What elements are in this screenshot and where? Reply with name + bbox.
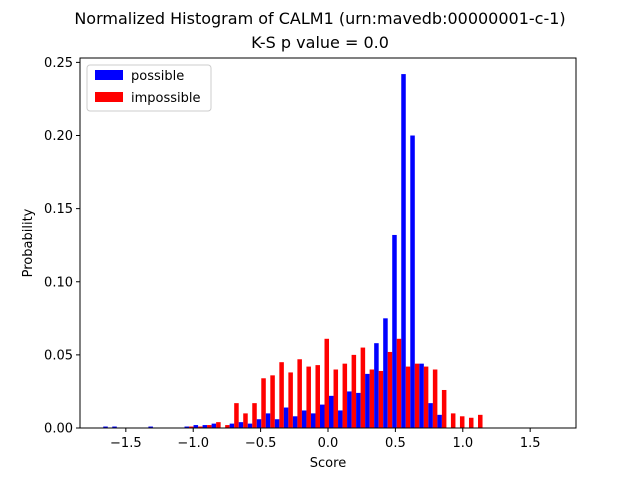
bar-possible: [184, 426, 190, 428]
bar-possible: [347, 391, 352, 428]
bar-impossible: [297, 359, 302, 428]
x-tick-label: −1.0: [177, 436, 209, 451]
bar-impossible: [270, 375, 275, 428]
bar-impossible: [198, 426, 203, 428]
bar-possible: [274, 419, 280, 428]
bar-impossible: [478, 414, 483, 428]
bar-impossible: [288, 372, 293, 428]
bar-impossible: [279, 362, 284, 428]
bar-possible: [338, 410, 343, 428]
chart-subtitle: K-S p value = 0.0: [251, 33, 389, 52]
bar-impossible: [360, 347, 366, 428]
bar-impossible: [378, 370, 384, 428]
bar-possible: [193, 425, 199, 428]
y-axis-label: Probability: [21, 208, 36, 277]
x-tick-label: 1.5: [520, 436, 541, 451]
bar-possible: [103, 426, 108, 428]
y-tick-label: 0.10: [44, 275, 73, 290]
x-axis-label: Score: [310, 456, 346, 471]
bar-impossible: [189, 426, 194, 428]
x-tick-label: 0.5: [385, 436, 406, 451]
bar-possible: [238, 422, 244, 428]
bar-impossible: [396, 338, 402, 428]
bar-possible: [410, 135, 415, 428]
bar-impossible: [342, 363, 348, 428]
bar-impossible: [225, 425, 230, 428]
bar-impossible: [423, 366, 429, 428]
bar-impossible: [387, 351, 393, 428]
x-tick-label: −1.5: [110, 436, 142, 451]
y-tick-label: 0.05: [44, 348, 73, 363]
bar-possible: [419, 363, 424, 428]
plot-frame: [79, 57, 577, 429]
y-tick-label: 0.15: [44, 202, 73, 217]
bar-impossible: [468, 417, 474, 428]
x-tick-label: 1.0: [452, 436, 473, 451]
bar-possible: [310, 413, 316, 428]
y-tick-label: 0.00: [44, 422, 73, 437]
bar-possible: [229, 423, 235, 428]
bar-impossible: [441, 389, 447, 428]
bar-possible: [283, 407, 289, 428]
bar-impossible: [351, 354, 357, 428]
bars-group: [103, 74, 483, 428]
bar-possible: [211, 423, 217, 428]
bar-impossible: [315, 365, 320, 428]
bar-impossible: [243, 413, 248, 428]
bar-possible: [392, 234, 397, 428]
bar-possible: [401, 74, 406, 428]
x-axis-ticks: −1.5 −1.0 −0.5 0.0 0.5 1.0 1.5: [110, 428, 541, 451]
bar-impossible: [405, 366, 411, 428]
y-tick-label: 0.20: [44, 129, 73, 144]
bar-possible: [374, 343, 379, 428]
bar-possible: [265, 413, 271, 428]
bar-possible: [148, 426, 153, 428]
bar-possible: [383, 318, 388, 428]
bar-impossible: [207, 425, 212, 428]
bar-impossible: [252, 403, 257, 428]
chart-title: Normalized Histogram of CALM1 (urn:maved…: [74, 9, 565, 28]
bar-possible: [301, 410, 307, 428]
legend-label-possible: possible: [131, 69, 184, 84]
legend-swatch-possible: [95, 70, 123, 80]
bar-possible: [256, 419, 262, 428]
legend: possible impossible: [86, 64, 212, 112]
bar-possible: [112, 426, 117, 428]
bar-impossible: [324, 338, 330, 428]
x-tick-label: 0.0: [318, 436, 339, 451]
y-axis-ticks: 0.00 0.05 0.10 0.15 0.20 0.25: [44, 56, 80, 437]
bar-possible: [247, 423, 253, 428]
x-tick-label: −0.5: [245, 436, 277, 451]
bar-possible: [319, 404, 325, 428]
bar-impossible: [450, 413, 456, 428]
bar-possible: [292, 416, 298, 428]
bar-possible: [428, 403, 433, 428]
bar-impossible: [306, 366, 311, 428]
legend-label-impossible: impossible: [131, 91, 201, 106]
bar-possible: [437, 414, 442, 428]
bar-possible: [202, 425, 208, 428]
bar-impossible: [369, 369, 375, 428]
bar-possible: [365, 373, 370, 428]
bar-impossible: [216, 422, 221, 428]
y-tick-label: 0.25: [44, 56, 73, 71]
bar-impossible: [414, 363, 420, 428]
bar-impossible: [333, 369, 339, 428]
bar-impossible: [459, 416, 465, 428]
bar-impossible: [234, 403, 239, 428]
bar-impossible: [261, 378, 266, 428]
bar-impossible: [432, 369, 438, 428]
bar-possible: [356, 392, 361, 428]
bar-possible: [329, 395, 334, 428]
legend-swatch-impossible: [95, 92, 123, 102]
